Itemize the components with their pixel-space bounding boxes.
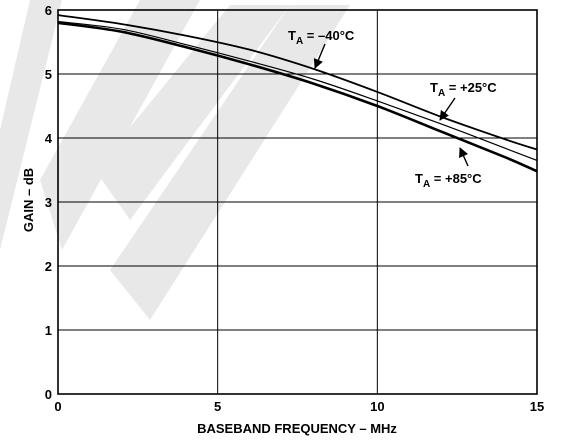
x-tick-label: 0 (54, 399, 61, 414)
y-tick-label: 1 (45, 323, 52, 338)
y-tick-label: 5 (45, 67, 52, 82)
y-axis-title: GAIN – dB (21, 168, 36, 232)
annotation-label: TA = –40°C (288, 28, 355, 47)
x-axis-title: BASEBAND FREQUENCY – MHz (197, 421, 397, 436)
x-tick-label: 15 (530, 399, 544, 414)
annotations: TA = –40°C TA = +25°C TA = +85°C (288, 28, 497, 190)
annotation-arrow (313, 43, 326, 69)
tick-labels: 0 5 10 15 0 1 2 3 4 5 6 (45, 3, 544, 414)
x-tick-label: 10 (370, 399, 384, 414)
annotation-label: TA = +85°C (415, 171, 482, 190)
watermark (0, 0, 350, 320)
series-line-0 (57, 14, 538, 151)
series-line-2 (57, 21, 538, 173)
y-tick-label: 6 (45, 3, 52, 18)
annotation-arrow (459, 147, 469, 167)
y-tick-label: 0 (45, 387, 52, 402)
annotation-label: TA = +25°C (430, 80, 497, 99)
annotation-arrow (439, 97, 456, 121)
y-tick-label: 4 (45, 131, 53, 146)
series-line-1 (57, 20, 538, 161)
plot-frame (57, 9, 538, 395)
x-tick-label: 5 (214, 399, 221, 414)
y-tick-label: 3 (45, 195, 52, 210)
y-tick-label: 2 (45, 259, 52, 274)
series-lines (57, 14, 538, 173)
